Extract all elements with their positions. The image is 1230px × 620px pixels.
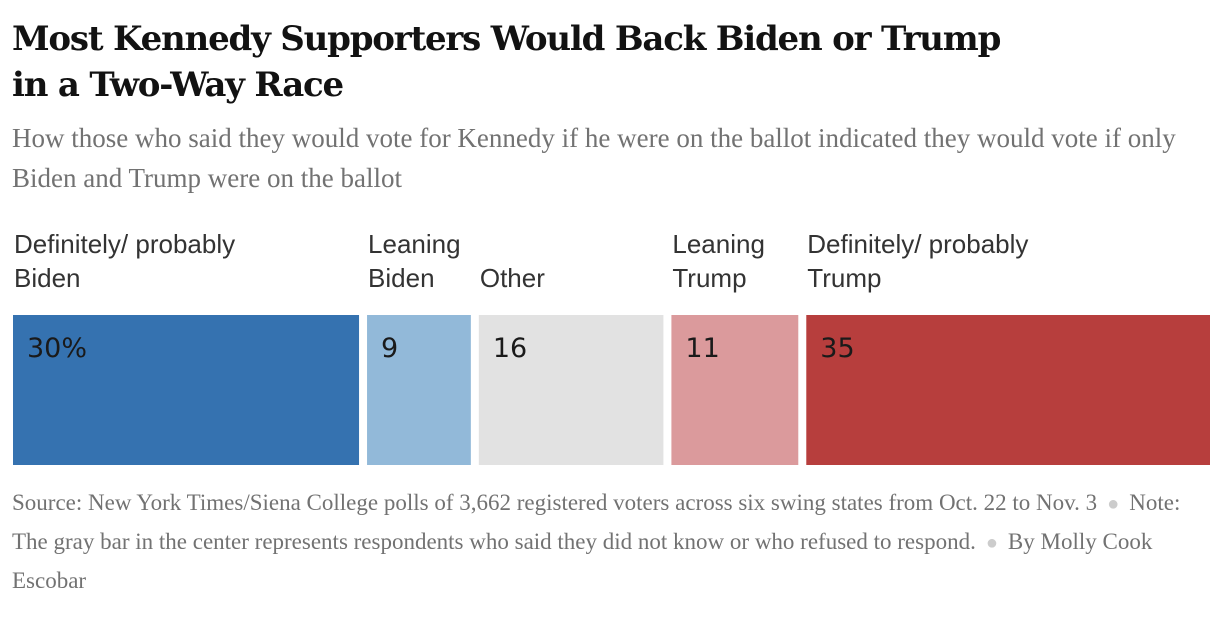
chart-subtitle: How those who said they would vote for K… <box>12 123 1176 193</box>
separator-dot-icon: ● <box>1107 493 1120 515</box>
category-label-other: Other <box>480 263 545 293</box>
bar-other <box>478 315 664 465</box>
category-label-definitely-probably-trump: Trump <box>807 263 881 293</box>
bar-leaning-biden <box>367 315 471 465</box>
category-label-leaning-biden: Leaning <box>368 230 461 259</box>
category-label-definitely-probably-biden: Biden <box>14 263 81 293</box>
category-label-leaning-biden: Biden <box>368 263 435 293</box>
source-note: Source: New York Times/Siena College pol… <box>12 490 1098 515</box>
value-label-leaning-trump: 11 <box>685 333 719 364</box>
category-label-leaning-trump: Leaning <box>672 230 765 259</box>
bar-definitely-probably-biden <box>13 315 360 465</box>
value-label-other: 16 <box>493 333 527 364</box>
gray-bar-note: Note: The gray bar in the center represe… <box>12 490 1181 554</box>
value-label-leaning-biden: 9 <box>381 333 398 364</box>
value-label-definitely-probably-biden: 30% <box>27 333 87 364</box>
category-label-leaning-trump: Trump <box>672 263 746 293</box>
category-label-definitely-probably-biden: Definitely/ probably <box>14 230 235 259</box>
category-label-definitely-probably-trump: Definitely/ probably <box>807 230 1028 259</box>
bar-definitely-probably-trump <box>806 315 1210 465</box>
bar-leaning-trump <box>671 315 799 465</box>
byline: By Molly Cook Escobar <box>12 529 1153 593</box>
chart-title: Most Kennedy Supporters Would Back Biden… <box>12 19 1001 105</box>
value-label-definitely-probably-trump: 35 <box>820 333 854 364</box>
chart-footer: Source: New York Times/Siena College pol… <box>12 484 1212 599</box>
stacked-bar-chart: 30% Definitely/ probably Biden 9 Leaning Bide… <box>13 230 1210 465</box>
separator-dot-icon: ● <box>985 532 998 554</box>
